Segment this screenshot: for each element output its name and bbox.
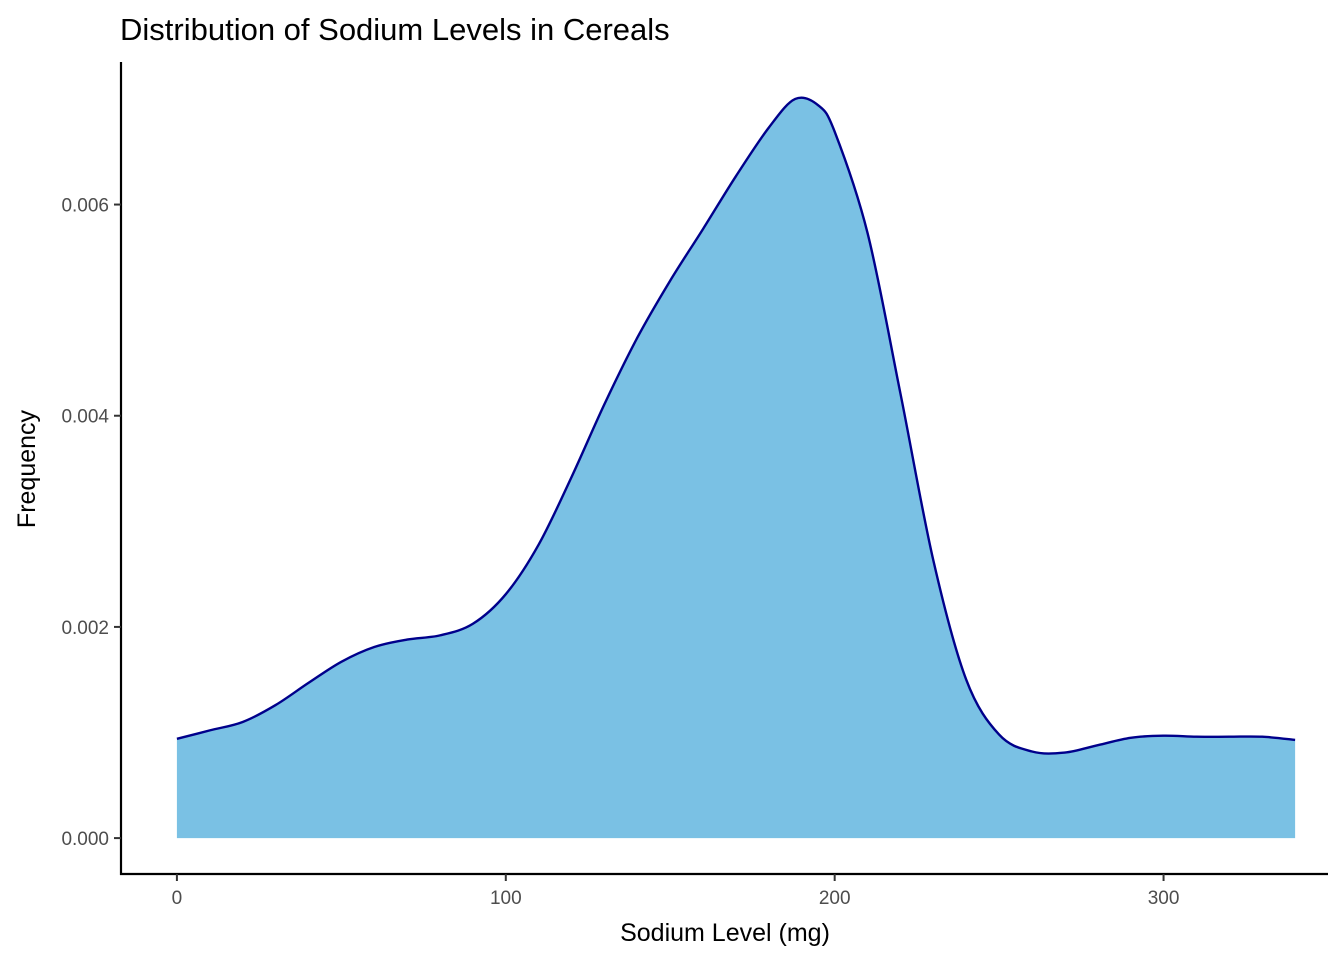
x-tick-label: 100 <box>490 888 522 909</box>
y-tick-label: 0.002 <box>61 618 109 639</box>
density-line-0 <box>176 96 1296 755</box>
y-tick-label: 0.004 <box>61 407 109 428</box>
y-tick-label: 0.006 <box>61 196 109 217</box>
x-tick-label: 0 <box>172 888 183 909</box>
x-tick-label: 200 <box>819 888 851 909</box>
x-axis-ticks: 0 100 200 300 <box>172 874 1180 909</box>
x-tick-label: 300 <box>1148 888 1180 909</box>
density-area-0 <box>176 97 1296 839</box>
plot-area <box>176 96 1296 839</box>
chart-title: Distribution of Sodium Levels in Cereals <box>120 12 670 47</box>
x-axis-title: Sodium Level (mg) <box>620 919 830 947</box>
y-axis-title: Frequency <box>13 409 41 528</box>
y-tick-label: 0.000 <box>61 829 109 850</box>
y-axis-ticks: 0.000 0.002 0.004 0.006 <box>61 196 121 850</box>
